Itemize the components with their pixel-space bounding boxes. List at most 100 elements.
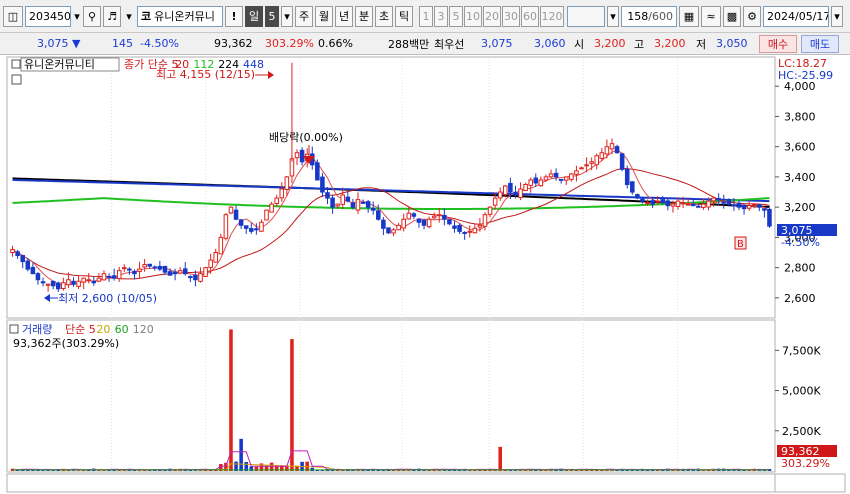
volume-bar bbox=[269, 462, 274, 471]
period-day-button[interactable]: 일 bbox=[245, 5, 263, 27]
volume-panel-frame bbox=[6, 319, 776, 473]
interval-button-10[interactable]: 10 bbox=[464, 5, 482, 27]
period-second-button[interactable]: 초 bbox=[375, 5, 393, 27]
candle-body bbox=[508, 182, 513, 193]
volume-bar bbox=[254, 466, 259, 471]
trade-marker-box[interactable] bbox=[734, 236, 747, 250]
buy-button[interactable]: 매수 bbox=[759, 35, 797, 53]
candle-body bbox=[401, 218, 406, 229]
volume-bar bbox=[513, 470, 518, 471]
candle-body bbox=[497, 191, 503, 199]
interval-button-1[interactable]: 1 bbox=[419, 5, 433, 27]
candle-body bbox=[716, 198, 721, 201]
interval-dropdown-icon[interactable]: ▾ bbox=[607, 5, 619, 27]
period-dropdown-icon[interactable]: ▾ bbox=[281, 5, 293, 27]
volume-menu-icon[interactable] bbox=[9, 324, 19, 334]
code-dropdown-icon[interactable]: ▾ bbox=[74, 9, 80, 23]
best-bid-label: 최우선 bbox=[434, 37, 465, 51]
interval-button-5[interactable]: 5 bbox=[449, 5, 463, 27]
sell-label: 매도 bbox=[809, 38, 831, 51]
candle-body bbox=[259, 221, 264, 232]
candle-body bbox=[345, 196, 351, 202]
period-tick-button[interactable]: 틱 bbox=[395, 5, 413, 27]
volume-tick-label: 2,500K bbox=[782, 425, 821, 438]
candle-body bbox=[563, 176, 569, 181]
open-label: 시 bbox=[574, 37, 585, 51]
legend-item: 20 bbox=[175, 58, 189, 71]
period-value-field[interactable]: 5 bbox=[265, 5, 279, 27]
candle-body bbox=[111, 275, 117, 279]
period-minute-button[interactable]: 분 bbox=[355, 5, 373, 27]
trendline-icon[interactable]: ≈ bbox=[701, 5, 721, 27]
candle-body bbox=[751, 203, 757, 206]
settings-icon[interactable]: ⚙ bbox=[743, 5, 761, 27]
interval-button-30[interactable]: 30 bbox=[502, 5, 520, 27]
change-pct: -4.50% bbox=[140, 37, 179, 50]
interval-button-120[interactable]: 120 bbox=[540, 5, 564, 27]
legend-item: 단순 5 bbox=[65, 323, 96, 336]
candle-body bbox=[396, 224, 401, 231]
panel-toggle-icon[interactable]: ◫ bbox=[3, 5, 23, 27]
candle-body bbox=[558, 178, 564, 181]
volume-bar bbox=[249, 466, 254, 471]
stock-name-field[interactable]: 코 유니온커뮤니 bbox=[137, 5, 223, 27]
candle-body bbox=[701, 203, 706, 208]
sound-icon[interactable]: ♬ bbox=[103, 5, 121, 27]
period-month-button[interactable]: 월 bbox=[315, 5, 333, 27]
volume-bar bbox=[229, 329, 233, 471]
candle-body bbox=[325, 192, 330, 199]
candle-body bbox=[579, 167, 584, 170]
period-year-button[interactable]: 년 bbox=[335, 5, 353, 27]
interval-custom-input[interactable] bbox=[567, 5, 605, 27]
volume-bar bbox=[239, 438, 243, 471]
candle-body bbox=[81, 277, 86, 283]
date-dropdown-icon[interactable]: ▾ bbox=[831, 5, 843, 27]
interval-button-20[interactable]: 20 bbox=[483, 5, 501, 27]
hc-label: HC:-25.99 bbox=[778, 69, 833, 82]
candle-body bbox=[45, 283, 51, 286]
low-label: 저 bbox=[696, 37, 707, 51]
last-price-box bbox=[777, 224, 837, 236]
candle-body bbox=[106, 275, 112, 278]
date-field[interactable]: 2024/05/17 bbox=[763, 5, 829, 27]
dividend-arrow-head bbox=[303, 156, 315, 164]
interval-button-60[interactable]: 60 bbox=[521, 5, 539, 27]
legend-item: 120 bbox=[133, 323, 154, 336]
candle-body bbox=[376, 210, 381, 220]
candle-body bbox=[40, 281, 46, 284]
ma112-line bbox=[12, 197, 770, 210]
low-value: 3,050 bbox=[716, 37, 748, 50]
low-annotation: 최저 2,600 (10/05) bbox=[58, 292, 157, 305]
price-legend: 종가 단순 520 112 224 448 bbox=[124, 58, 264, 71]
candle-body bbox=[513, 191, 518, 196]
sound-dropdown-icon[interactable]: ▾ bbox=[126, 9, 132, 23]
panel-grid-icon[interactable] bbox=[11, 74, 22, 85]
bar-count-field[interactable]: 158/600 bbox=[621, 5, 677, 27]
period-second-label: 초 bbox=[378, 10, 390, 23]
search-icon[interactable]: ⚲ bbox=[83, 5, 101, 27]
legend-item: 224 bbox=[218, 58, 239, 71]
volume-bar bbox=[732, 470, 736, 471]
save-icon[interactable]: ▩ bbox=[723, 5, 741, 27]
period-week-button[interactable]: 주 bbox=[295, 5, 313, 27]
candle-body bbox=[523, 183, 528, 192]
volume-bar bbox=[478, 469, 482, 471]
indicator-icon[interactable]: ▦ bbox=[679, 5, 699, 27]
candle-body bbox=[218, 236, 224, 255]
interval-button-3[interactable]: 3 bbox=[434, 5, 448, 27]
candle-body bbox=[279, 188, 285, 199]
date-axis bbox=[6, 473, 776, 493]
stock-code-input[interactable]: 203450 bbox=[25, 5, 71, 27]
price-volume-chart[interactable]: 2,6002,8003,0003,2003,4003,6003,8004,000… bbox=[0, 55, 850, 494]
price-panel-frame bbox=[6, 56, 776, 319]
candle-body bbox=[528, 179, 533, 186]
panel-menu-icon[interactable] bbox=[11, 59, 21, 69]
warning-button[interactable]: ! bbox=[225, 5, 243, 27]
change-value: 145 bbox=[112, 37, 133, 50]
last-pct-label: -4.50% bbox=[781, 236, 820, 249]
sell-button[interactable]: 매도 bbox=[801, 35, 839, 53]
ma20-line bbox=[12, 168, 770, 280]
volume-bar bbox=[198, 470, 203, 471]
volume-bar bbox=[81, 470, 86, 471]
